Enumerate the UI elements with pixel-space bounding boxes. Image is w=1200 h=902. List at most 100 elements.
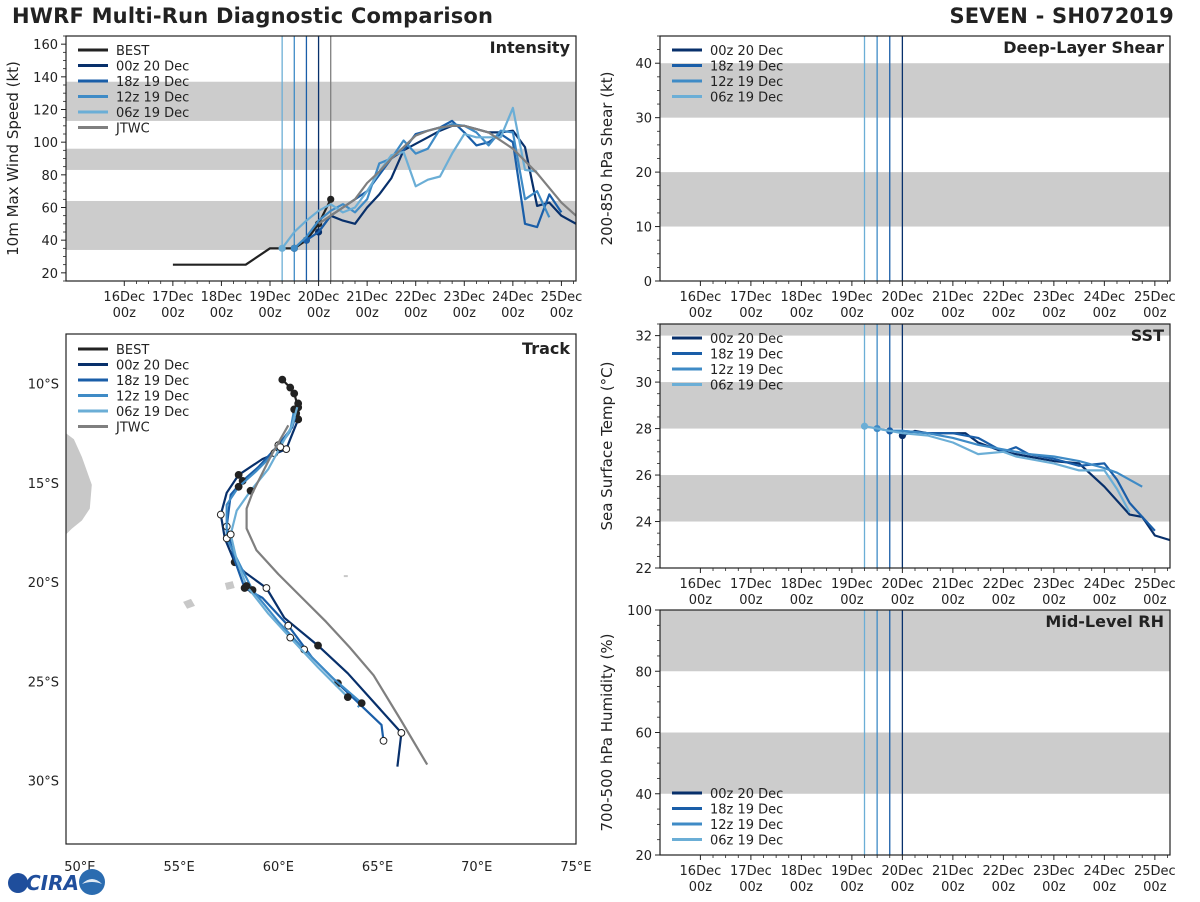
sst-xtick-label-hour: 00z	[739, 593, 763, 608]
track-point-06z-19-dec	[294, 399, 303, 408]
track-point-06z-19-dec	[343, 693, 352, 702]
rh-xtick-label-day: 25Dec	[1134, 864, 1176, 879]
shear-legend-label-18z-19-dec: 18z 19 Dec	[710, 60, 783, 75]
rh-legend-label-00z-20-dec: 00z 20 Dec	[710, 787, 783, 802]
rh-ytick-label: 40	[635, 788, 652, 803]
track-point-00z-20-dec	[216, 510, 225, 519]
track-point-18z-19-dec	[379, 736, 388, 745]
intensity-xtick-label-hour: 00z	[113, 306, 137, 321]
sst-band-2	[660, 324, 1170, 336]
intensity-legend-label-12z-19-dec: 12z 19 Dec	[116, 91, 189, 106]
shear-legend-label-06z-19-dec: 06z 19 Dec	[710, 91, 783, 106]
track-legend-label-best: BEST	[116, 343, 149, 358]
intensity-xtick-label-day: 25Dec	[541, 290, 583, 305]
shear-title: Deep-Layer Shear	[1003, 38, 1164, 57]
track-point-00z-20-dec	[314, 641, 322, 650]
intensity-ytick-label: 100	[33, 136, 58, 151]
sst-xtick-label-day: 18Dec	[781, 577, 823, 592]
logo-text: CIRA	[26, 871, 79, 895]
sst-band-0	[660, 475, 1170, 522]
shear-ylabel: 200-850 hPa Shear (kt)	[598, 72, 616, 246]
track-panel: 50°E 55°E 60°E 65°E 70°E 75°E10°S15°S20°S25°S…	[28, 333, 592, 875]
sst-xtick-label-hour: 00z	[840, 593, 864, 608]
track-legend-label-18z-19-dec: 18z 19 Dec	[116, 374, 189, 389]
rh-xtick-label-hour: 00z	[891, 880, 915, 895]
intensity-legend-label-18z-19-dec: 18z 19 Dec	[116, 75, 189, 90]
shear-xtick-label-hour: 00z	[1042, 306, 1066, 321]
rh-xtick-label-day: 20Dec	[882, 864, 924, 879]
sst-ytick-label: 32	[635, 330, 652, 345]
storm-id: SEVEN - SH072019	[949, 4, 1174, 28]
intensity-legend-label-jtwc: JTWC	[115, 122, 150, 137]
sst-start-point-06z-19-dec	[860, 422, 869, 430]
rh-ytick-label: 80	[635, 665, 652, 680]
intensity-band-2	[66, 81, 576, 121]
sst-xtick-label-day: 19Dec	[831, 577, 873, 592]
intensity-ytick-label: 80	[41, 169, 58, 184]
intensity-best-point-3	[327, 195, 335, 203]
rh-legend-label-06z-19-dec: 06z 19 Dec	[710, 834, 783, 849]
intensity-band-1	[66, 148, 576, 170]
track-xtick-label: 70°E	[461, 860, 492, 875]
intensity-start-point-06z-19-dec	[278, 244, 286, 252]
shear-xtick-label-day: 20Dec	[882, 290, 924, 305]
sst-band-1	[660, 382, 1170, 429]
shear-xtick-label-hour: 00z	[1143, 306, 1167, 321]
intensity-xtick-label-day: 20Dec	[298, 290, 340, 305]
intensity-ytick-label: 60	[41, 202, 58, 217]
track-point-best	[278, 375, 287, 384]
rh-xtick-label-day: 19Dec	[831, 864, 873, 879]
intensity-xtick-label-day: 19Dec	[249, 290, 291, 305]
intensity-xtick-label-hour: 00z	[210, 306, 234, 321]
rh-legend-label-12z-19-dec: 12z 19 Dec	[710, 818, 783, 833]
sst-legend-label-00z-20-dec: 00z 20 Dec	[710, 332, 783, 347]
shear-xtick-label-day: 22Dec	[983, 290, 1025, 305]
shear-xtick-label-hour: 00z	[891, 306, 915, 321]
intensity-legend-label-best: BEST	[116, 44, 149, 59]
sst-panel: 22242628303216Dec00z17Dec00z18Dec00z19De…	[598, 323, 1176, 608]
intensity-ylabel: 10m Max Wind Speed (kt)	[4, 61, 22, 256]
intensity-xtick-label-day: 24Dec	[492, 290, 534, 305]
sst-xtick-label-hour: 00z	[891, 593, 915, 608]
sst-legend-label-06z-19-dec: 06z 19 Dec	[710, 379, 783, 394]
shear-panel: 01020304016Dec00z17Dec00z18Dec00z19Dec00…	[598, 35, 1176, 321]
sst-ytick-label: 28	[635, 423, 652, 438]
track-frame	[65, 333, 577, 845]
shear-xtick-label-day: 21Dec	[932, 290, 974, 305]
intensity-ytick-label: 160	[33, 38, 58, 53]
intensity-xtick-label-day: 17Dec	[152, 290, 194, 305]
track-xtick-label: 60°E	[263, 860, 294, 875]
track-point-00z-20-dec	[397, 728, 406, 737]
shear-ytick-label: 0	[644, 275, 652, 290]
rh-xtick-label-hour: 00z	[941, 880, 965, 895]
track-xtick-label: 65°E	[362, 860, 393, 875]
shear-plot-area	[660, 36, 1170, 281]
shear-ytick-label: 30	[635, 112, 652, 127]
intensity-ytick-label: 20	[41, 267, 58, 282]
intensity-xtick-label-day: 16Dec	[103, 290, 145, 305]
intensity-ytick-label: 40	[41, 234, 58, 249]
rh-panel: 2040608010016Dec00z17Dec00z18Dec00z19Dec…	[598, 604, 1176, 895]
land-rodrigues	[343, 575, 348, 578]
intensity-legend-label-06z-19-dec: 06z 19 Dec	[116, 106, 189, 121]
intensity-panel: 2040608010012014016016Dec00z17Dec00z18De…	[4, 35, 583, 321]
intensity-xtick-label-hour: 00z	[355, 306, 379, 321]
sst-series-06z-19-dec	[864, 425, 1131, 513]
rh-ytick-label: 20	[635, 849, 652, 864]
rh-xtick-label-hour: 00z	[739, 880, 763, 895]
intensity-xtick-label-day: 21Dec	[346, 290, 388, 305]
intensity-ytick-label: 140	[33, 71, 58, 86]
rh-xtick-label-hour: 00z	[1042, 880, 1066, 895]
track-ytick-label: 25°S	[28, 675, 59, 690]
intensity-start-point-12z-19-dec	[290, 244, 298, 252]
logo-globe-icon	[8, 873, 28, 893]
intensity-xtick-label-day: 23Dec	[443, 290, 485, 305]
intensity-xtick-label-day: 18Dec	[201, 290, 243, 305]
sst-title: SST	[1131, 326, 1164, 345]
sst-xtick-label-hour: 00z	[1093, 593, 1117, 608]
shear-xtick-label-hour: 00z	[992, 306, 1016, 321]
sst-xtick-label-hour: 00z	[790, 593, 814, 608]
shear-ytick-label: 20	[635, 166, 652, 181]
track-point-06z-19-dec	[226, 530, 235, 539]
shear-xtick-label-hour: 00z	[941, 306, 965, 321]
